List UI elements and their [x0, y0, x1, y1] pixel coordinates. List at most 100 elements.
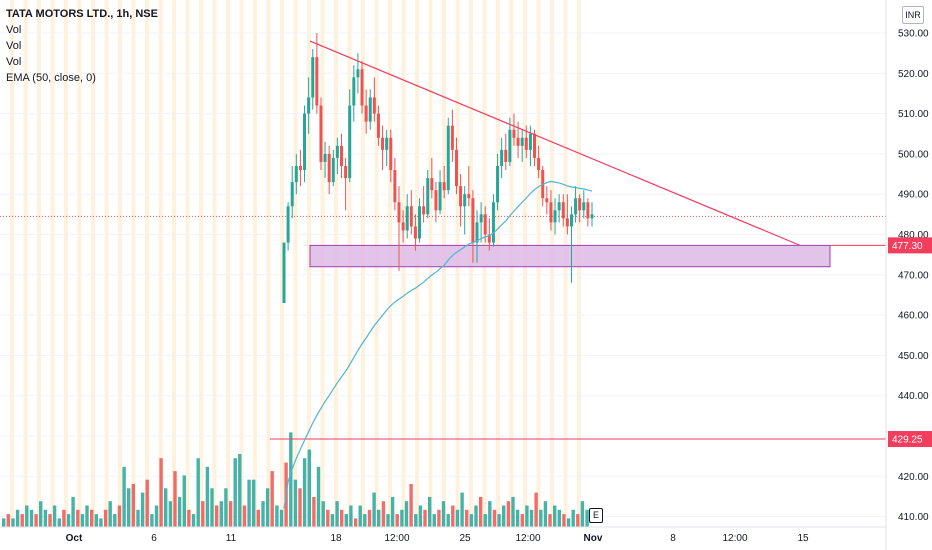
price-tick-label: 530.00: [898, 29, 929, 40]
candle-body: [533, 133, 537, 158]
session-stripe: [104, 0, 109, 527]
price-label-box: [888, 431, 932, 448]
candle-body: [459, 186, 463, 207]
volume-bar: [543, 501, 548, 527]
volume-bar: [39, 501, 43, 527]
volume-bar: [381, 501, 386, 527]
time-axis[interactable]: Oct 6 11 18 12:00 25 12:00 Nov 8 12:00 15: [66, 533, 809, 544]
candle-body: [430, 178, 434, 191]
candle-body: [561, 202, 565, 219]
price-tick-label: 420.00: [898, 472, 929, 483]
volume-bar: [2, 518, 6, 527]
price-tick-label: 440.00: [898, 391, 929, 402]
candle-body: [574, 198, 578, 215]
volume-bar: [90, 509, 94, 527]
volume-legend-2[interactable]: Vol: [6, 40, 22, 52]
volume-bar: [571, 509, 575, 527]
ema-line: [283, 180, 593, 509]
price-tick-label: 410.00: [898, 512, 929, 523]
volume-bar: [224, 488, 228, 527]
volume-bar: [43, 509, 48, 527]
candle-body: [327, 153, 331, 183]
volume-bar: [150, 514, 154, 527]
volume-legend-1[interactable]: Vol: [6, 24, 22, 36]
volume-bar: [400, 509, 404, 527]
volume-bar: [270, 471, 274, 527]
candle-body: [582, 202, 586, 211]
candle-body: [352, 77, 356, 106]
volume-bar: [414, 514, 418, 527]
candle-body: [512, 129, 516, 138]
volume-bar: [465, 509, 469, 527]
descending-trendline: [309, 40, 801, 246]
volume-bar: [80, 514, 85, 527]
volume-legend-3[interactable]: Vol: [6, 56, 22, 68]
candle-body: [471, 198, 475, 243]
volume-bar: [52, 505, 57, 527]
volume-bar: [340, 509, 344, 527]
volume-bar: [196, 458, 200, 527]
volume-bar: [506, 501, 511, 527]
session-stripe: [118, 0, 122, 527]
volume-bar: [520, 514, 524, 527]
price-tick-label: 480.00: [898, 230, 929, 241]
volume-bar: [395, 514, 399, 527]
volume-bar: [437, 509, 441, 527]
volume-bar: [529, 509, 534, 527]
volume-bar: [140, 492, 145, 527]
time-tick-label: 11: [226, 533, 237, 544]
candle-body: [298, 165, 302, 171]
time-tick-label: 8: [670, 533, 676, 544]
volume-bar: [539, 509, 543, 527]
volume-bar: [279, 509, 284, 527]
volume-bar: [289, 432, 293, 527]
candle-body: [356, 69, 360, 78]
volume-bar: [432, 514, 436, 527]
session-stripe: [37, 0, 41, 527]
volume-bar: [553, 505, 557, 527]
volume-bar: [219, 501, 223, 527]
candle-body: [442, 182, 446, 191]
volume-bar: [377, 509, 381, 527]
volume-bar: [187, 509, 191, 527]
volume-bar: [502, 505, 506, 527]
price-tick-label: 490.00: [898, 190, 929, 201]
trendline[interactable]: [309, 40, 801, 246]
volume-bar: [390, 496, 395, 527]
volume-bar: [293, 479, 298, 527]
candle-body: [545, 198, 549, 203]
candle-body: [479, 214, 483, 223]
volume-bar: [242, 505, 247, 527]
volume-bar: [252, 479, 256, 527]
candle-body: [557, 202, 561, 211]
volume-bar: [478, 496, 483, 527]
volume-bar: [164, 488, 168, 527]
ema-legend[interactable]: EMA (50, close, 0): [6, 72, 96, 84]
symbol-title[interactable]: TATA MOTORS LTD., 1h, NSE: [6, 8, 158, 20]
candle-body: [389, 137, 393, 171]
volume-bar: [344, 514, 348, 527]
currency-button[interactable]: INR: [902, 6, 924, 24]
volume-bar: [275, 505, 279, 527]
volume-bar: [215, 505, 219, 527]
time-tick-label: 12:00: [515, 533, 540, 544]
support-zone[interactable]: [309, 244, 831, 268]
volume-bar: [238, 453, 242, 527]
volume-bar: [386, 514, 390, 527]
session-stripe: [307, 0, 311, 527]
candle-body: [323, 153, 327, 162]
candle-body: [393, 170, 397, 203]
session-stripe: [145, 0, 149, 527]
earnings-marker[interactable]: E: [589, 508, 603, 523]
candle-body: [344, 165, 348, 179]
volume-bar: [168, 501, 173, 527]
volume-bar: [548, 514, 552, 527]
candle-body: [446, 125, 450, 191]
volume-bar: [6, 514, 10, 527]
candle-body: [315, 57, 319, 106]
session-stripe: [50, 0, 55, 527]
volume-bar: [580, 501, 585, 527]
volume-bar: [349, 505, 353, 527]
